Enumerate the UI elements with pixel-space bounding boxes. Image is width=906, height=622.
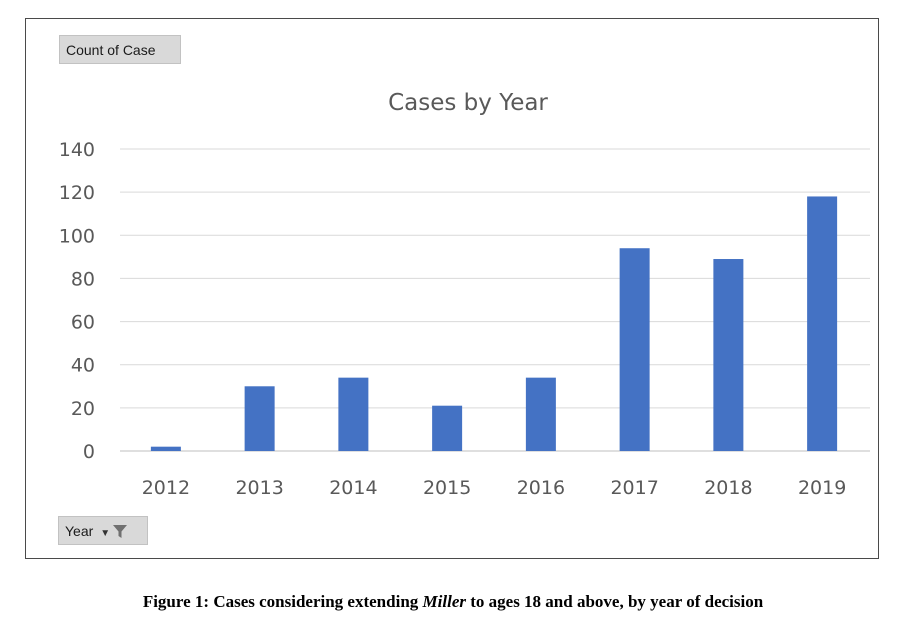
x-tick-label: 2018 [704,477,752,499]
chart-title: Cases by Year [388,90,548,116]
x-tick-label: 2016 [517,477,565,499]
count-of-case-label: Count of Case [66,41,156,58]
bar-2017[interactable] [619,248,650,451]
dropdown-arrow-icon[interactable]: ▼ [100,528,111,539]
bar-2018[interactable] [713,259,744,451]
y-tick-label: 100 [59,225,95,247]
gridlines [120,148,870,452]
caption-emphasis: Miller [422,592,466,611]
figure-caption: Figure 1: Cases considering extending Mi… [0,592,906,612]
bar-2013[interactable] [244,386,275,451]
caption-prefix: Figure 1: Cases considering extending [142,592,423,611]
caption-suffix: to ages 18 and above, by year of decisio… [465,592,764,611]
y-tick-label: 140 [59,139,95,161]
y-tick-label: 60 [71,312,95,334]
x-axis-ticks: 2012 2013 2014 2015 2016 2017 2018 2019 [142,477,847,499]
x-tick-label: 2012 [142,477,190,499]
y-tick-label: 20 [71,398,95,420]
y-axis-ticks: 0 20 40 60 80 100 120 140 [59,139,95,463]
x-tick-label: 2015 [423,477,471,499]
bars [150,196,838,451]
bar-2012[interactable] [150,446,181,451]
bar-2015[interactable] [432,405,463,451]
year-field-label: Year [65,522,94,539]
y-tick-label: 80 [71,268,95,290]
y-tick-label: 120 [59,182,95,204]
bar-2019[interactable] [807,196,838,451]
count-of-case-field-button[interactable]: Count of Case [59,35,181,64]
y-tick-label: 0 [83,441,95,463]
bar-2014[interactable] [338,377,369,451]
x-tick-label: 2019 [798,477,846,499]
year-field-button[interactable]: Year ▼ [58,516,148,545]
filter-icon[interactable] [112,523,128,539]
x-tick-label: 2013 [235,477,283,499]
x-tick-label: 2014 [329,477,377,499]
bar-2016[interactable] [525,377,556,451]
y-tick-label: 40 [71,355,95,377]
x-tick-label: 2017 [610,477,658,499]
